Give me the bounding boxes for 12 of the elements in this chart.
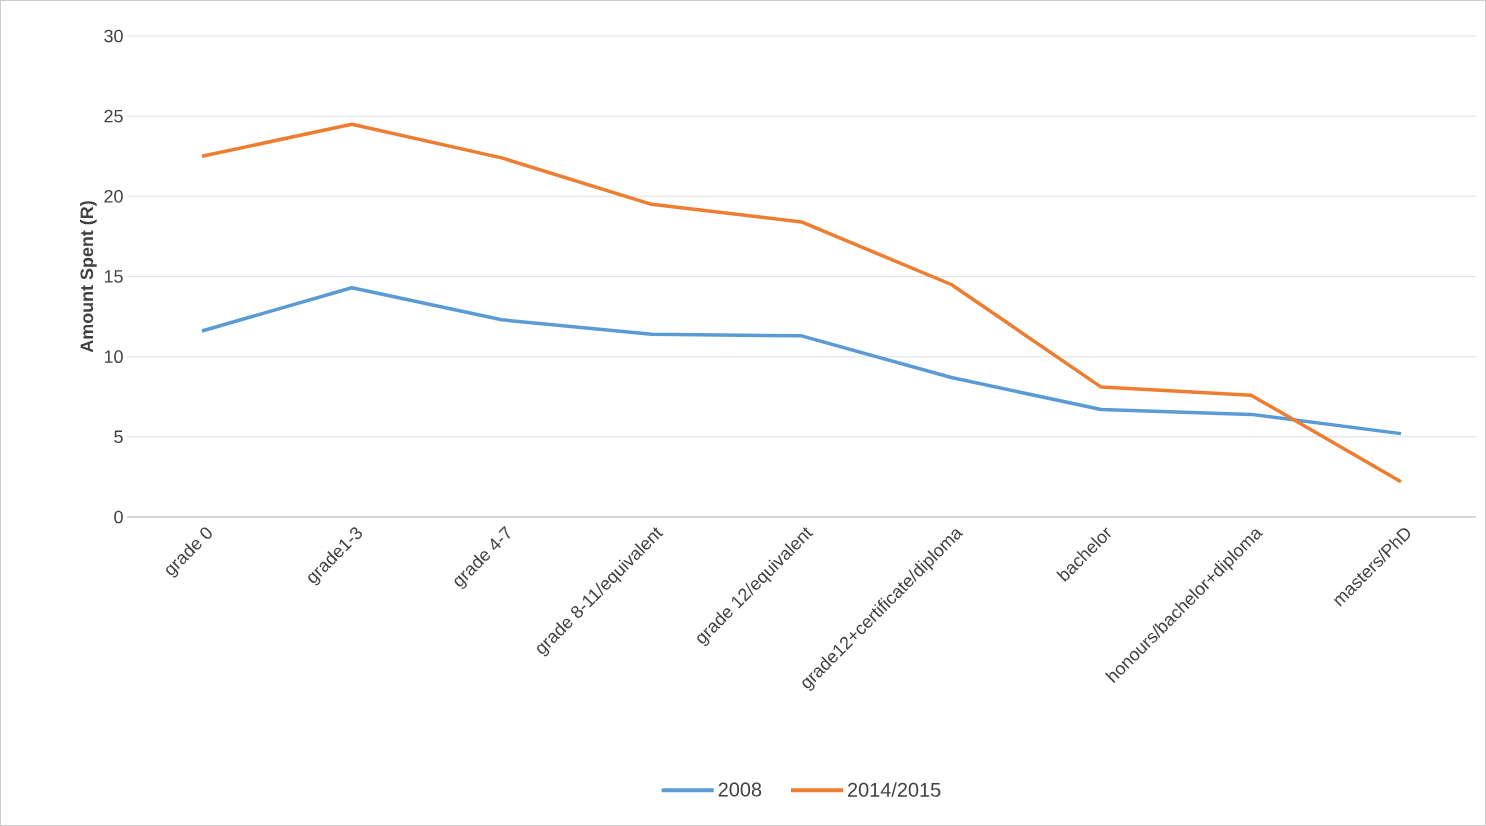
line-series (200, 122, 1403, 484)
line-series (200, 285, 1403, 436)
y-tick-label: 30 (104, 29, 123, 43)
y-tick-label: 15 (104, 270, 123, 283)
y-axis-title: Amount Spent (R) (79, 201, 97, 353)
y-tick-label: 25 (104, 109, 123, 123)
legend-label: 2014/2015 (848, 782, 941, 797)
y-tick-label: 10 (104, 350, 123, 363)
y-tick-label: 20 (104, 189, 123, 203)
y-tick-label: 5 (114, 430, 123, 444)
y-tick-label: 0 (114, 510, 123, 524)
legend-label: 2008 (718, 782, 762, 797)
